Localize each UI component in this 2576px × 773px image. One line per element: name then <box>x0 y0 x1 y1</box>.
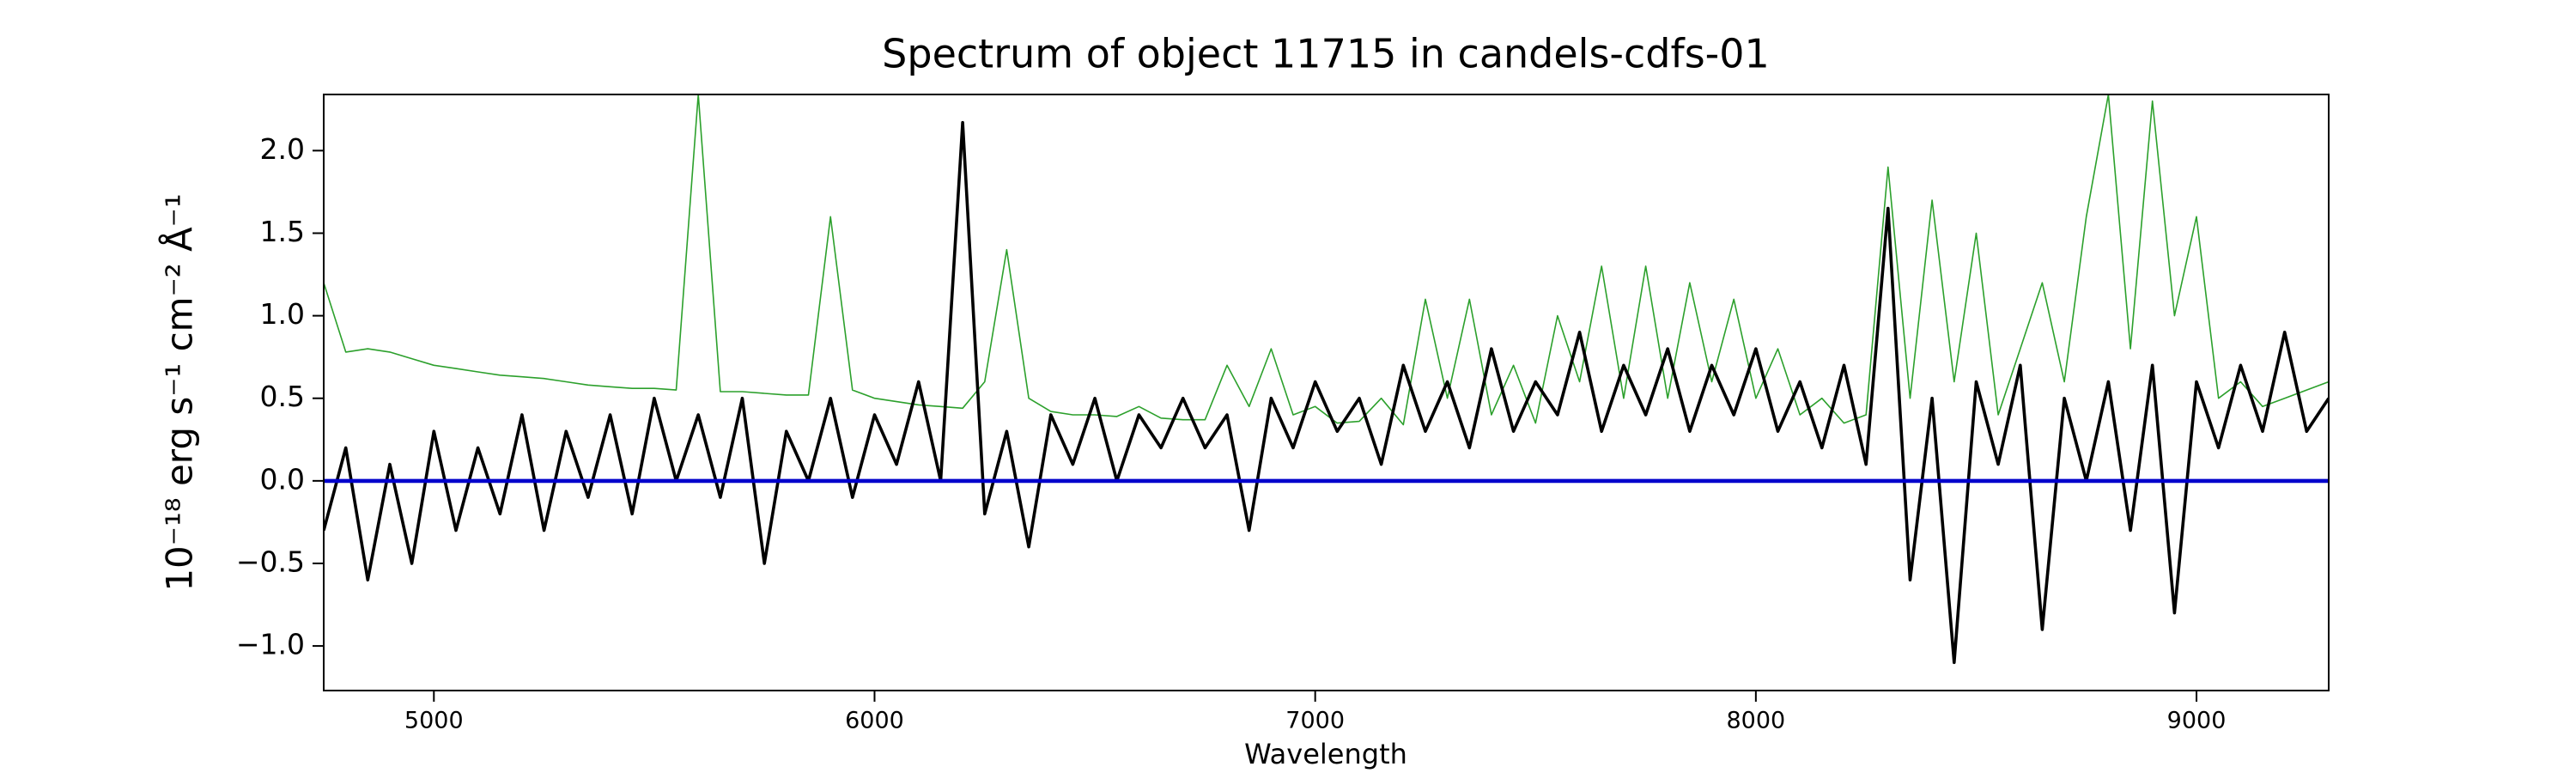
x-tick-label: 7000 <box>1285 708 1345 734</box>
x-tick-label: 8000 <box>1726 708 1785 734</box>
y-tick-label: 2.0 <box>260 132 305 166</box>
y-tick-label: 1.5 <box>260 215 305 248</box>
y-tick-label: 0.0 <box>260 462 305 496</box>
x-axis-label: Wavelength <box>1244 738 1407 770</box>
chart-title: Spectrum of object 11715 in candels-cdfs… <box>882 31 1770 77</box>
plot-area <box>324 94 2329 665</box>
spectrum-line <box>324 94 2329 426</box>
y-tick-label: −0.5 <box>236 545 305 578</box>
x-tick-label: 6000 <box>845 708 904 734</box>
y-tick-label: −1.0 <box>236 628 305 661</box>
plot-frame <box>323 94 2330 691</box>
y-axis-label: 10⁻¹⁸ erg s⁻¹ cm⁻² Å⁻¹ <box>158 193 201 591</box>
y-tick-label: 1.0 <box>260 297 305 331</box>
spectrum-line <box>324 120 2329 665</box>
y-tick-label: 0.5 <box>260 380 305 413</box>
x-tick-label: 5000 <box>404 708 464 734</box>
x-tick-label: 9000 <box>2167 708 2227 734</box>
